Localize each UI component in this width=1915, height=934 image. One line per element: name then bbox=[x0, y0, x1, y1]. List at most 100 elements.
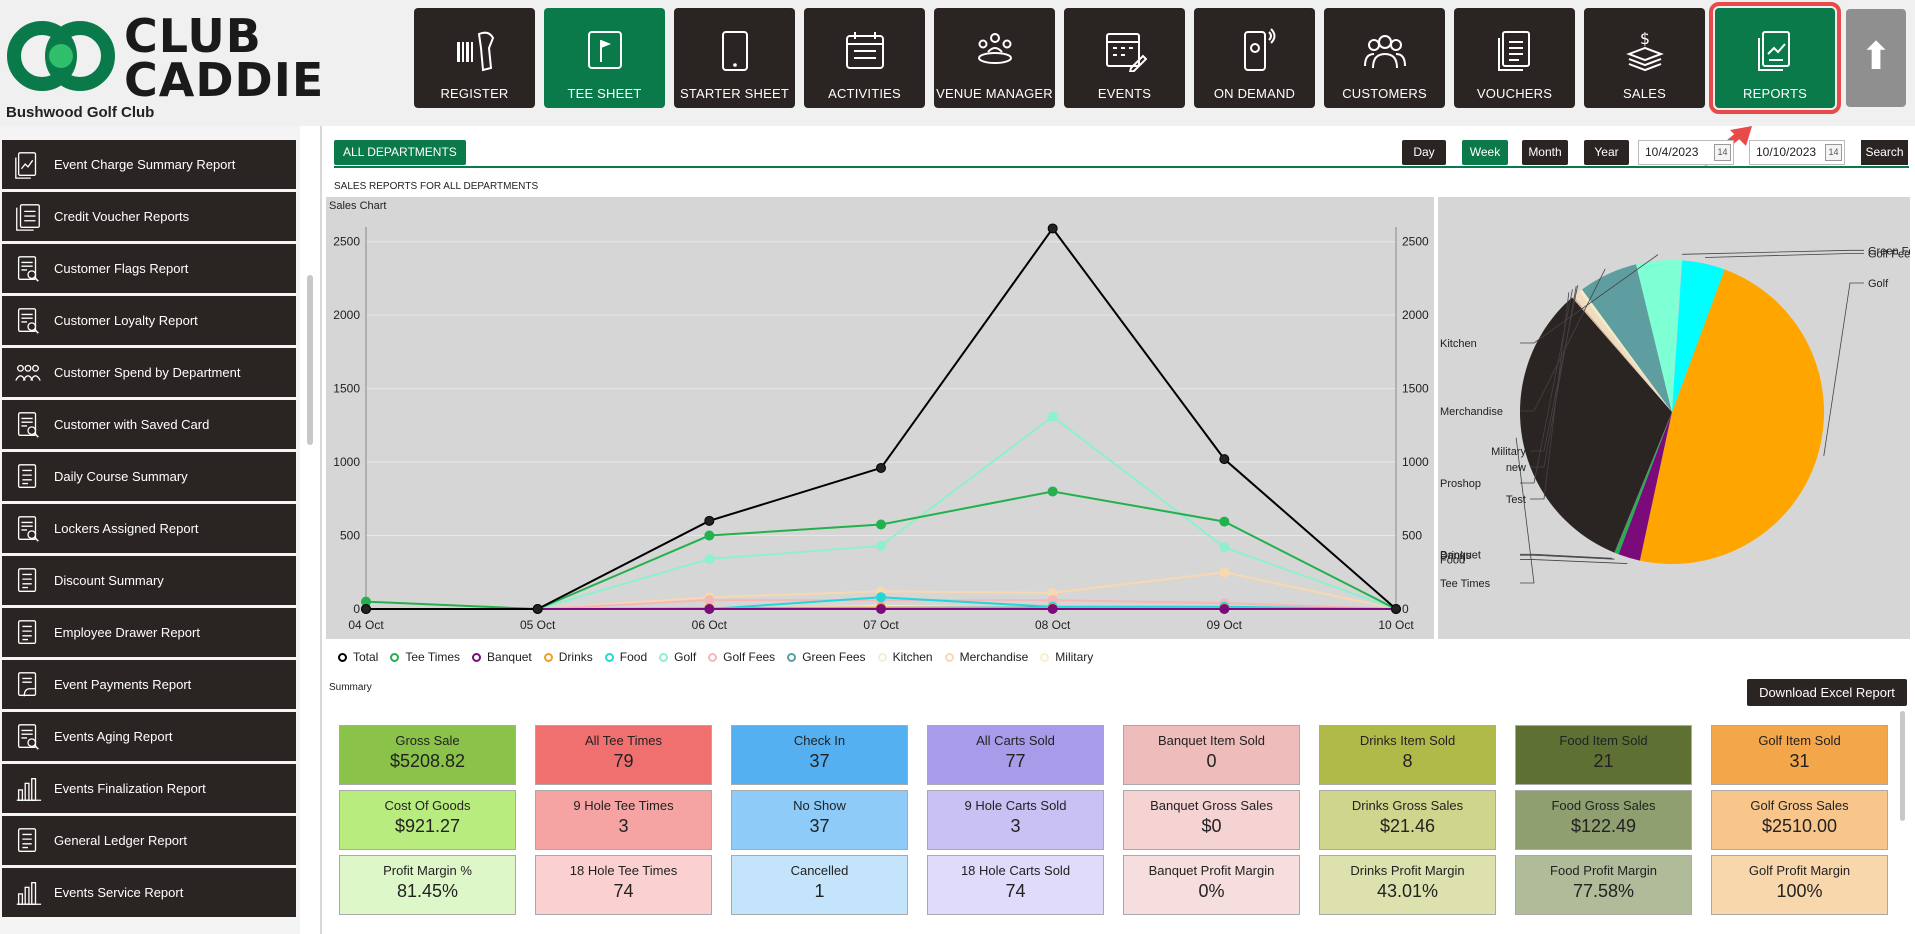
pie-leader-line bbox=[1704, 253, 1864, 258]
legend-item[interactable]: Kitchen bbox=[877, 650, 933, 664]
club-caddie-logo: CLUB CADDIE bbox=[6, 13, 323, 104]
summary-card: Profit Margin % 81.45% bbox=[339, 855, 516, 915]
legend-item[interactable]: Banquet bbox=[472, 650, 532, 664]
chart-legend: Total Tee Times Banquet Drinks Food Golf… bbox=[338, 647, 1105, 667]
summary-scrollbar[interactable] bbox=[1900, 711, 1905, 821]
report-icon bbox=[1758, 31, 1790, 71]
sidebar-item[interactable]: Customer Flags Report bbox=[2, 244, 296, 293]
summary-card-value: 81.45% bbox=[396, 881, 459, 901]
nav-register-button[interactable]: REGISTER bbox=[414, 8, 535, 108]
summary-card-title: Check In bbox=[793, 733, 846, 748]
pie-slice-drinks bbox=[1614, 412, 1672, 555]
summary-card: Gross Sale $5208.82 bbox=[339, 725, 516, 785]
calendar-icon[interactable]: 14 bbox=[1825, 144, 1842, 161]
pie-label: Golf bbox=[1868, 278, 1889, 290]
legend-marker-icon bbox=[787, 652, 797, 662]
start-date-input[interactable]: 10/4/2023 14 bbox=[1638, 140, 1734, 165]
legend-marker-icon bbox=[543, 652, 553, 662]
legend-item[interactable]: Golf bbox=[659, 650, 696, 664]
legend-item[interactable]: Tee Times bbox=[390, 650, 460, 664]
summary-card-title: 9 Hole Carts Sold bbox=[964, 798, 1067, 813]
summary-card-title: Food Profit Margin bbox=[1550, 863, 1657, 878]
sidebar-item[interactable]: Event Charge Summary Report bbox=[2, 140, 296, 189]
pie-label: Green Fees bbox=[1868, 245, 1910, 257]
legend-item[interactable]: Food bbox=[604, 650, 647, 664]
pie-slice-proshop bbox=[1573, 291, 1672, 412]
y-tick-label-right: 1000 bbox=[1402, 455, 1429, 469]
legend-item[interactable]: Drinks bbox=[543, 650, 593, 664]
pie-slice-golf bbox=[1639, 269, 1824, 564]
nav-activities-button[interactable]: ACTIVITIES bbox=[804, 8, 925, 108]
sidebar-item[interactable]: Credit Voucher Reports bbox=[2, 192, 296, 241]
end-date-input[interactable]: 10/10/2023 14 bbox=[1749, 140, 1845, 165]
sidebar-item[interactable]: General Ledger Report bbox=[2, 816, 296, 865]
chart-doc-icon bbox=[15, 151, 37, 179]
sidebar-item[interactable]: Discount Summary bbox=[2, 556, 296, 605]
report-sidebar: Event Charge Summary Report Credit Vouch… bbox=[0, 126, 300, 934]
download-excel-button[interactable]: Download Excel Report bbox=[1747, 679, 1907, 706]
sidebar-item[interactable]: Lockers Assigned Report bbox=[2, 504, 296, 553]
money-icon: $ bbox=[1625, 29, 1664, 72]
legend-marker-icon bbox=[604, 652, 614, 662]
sidebar-item[interactable]: Events Finalization Report bbox=[2, 764, 296, 813]
sidebar-item-label: Credit Voucher Reports bbox=[54, 209, 190, 224]
summary-card-value: $921.27 bbox=[394, 816, 461, 836]
sidebar-item[interactable]: Employee Drawer Report bbox=[2, 608, 296, 657]
sidebar-scrollbar[interactable] bbox=[307, 275, 313, 445]
legend-label: Green Fees bbox=[802, 650, 866, 664]
doc-search-icon bbox=[17, 723, 39, 750]
all-departments-button[interactable]: ALL DEPARTMENTS bbox=[334, 140, 466, 165]
summary-card-value: 3 bbox=[618, 816, 629, 836]
legend-item[interactable]: Military bbox=[1040, 650, 1093, 664]
series-line-total bbox=[366, 226, 1397, 610]
calendar-icon[interactable]: 14 bbox=[1714, 144, 1731, 161]
legend-marker-icon bbox=[944, 652, 954, 662]
pie-label: Kitchen bbox=[1440, 338, 1477, 350]
pie-slice-new bbox=[1579, 290, 1672, 412]
sidebar-item[interactable]: Events Aging Report bbox=[2, 712, 296, 761]
y-tick-label-right: 2000 bbox=[1402, 308, 1429, 322]
phone-icon bbox=[1243, 28, 1275, 71]
sidebar-item[interactable]: Event Payments Report bbox=[2, 660, 296, 709]
sidebar-item[interactable]: Events Service Report bbox=[2, 868, 296, 917]
range-day-button[interactable]: Day bbox=[1402, 140, 1446, 165]
pie-label: Military bbox=[1491, 446, 1526, 458]
nav-sales-button[interactable]: $ SALES bbox=[1584, 8, 1705, 108]
legend-item[interactable]: Green Fees bbox=[787, 650, 866, 664]
range-month-button[interactable]: Month bbox=[1522, 140, 1568, 165]
sidebar-item[interactable]: Customer Spend by Department bbox=[2, 348, 296, 397]
arrow-up-icon[interactable]: ⬆ bbox=[1846, 9, 1906, 107]
nav-customers-button[interactable]: CUSTOMERS bbox=[1324, 8, 1445, 108]
sidebar-item-label: Customer Loyalty Report bbox=[54, 313, 198, 328]
sidebar-item[interactable]: Daily Course Summary bbox=[2, 452, 296, 501]
nav-vouchers-button[interactable]: VOUCHERS bbox=[1454, 8, 1575, 108]
sales-pie-chart: Golf Food Drinks Banquet Tee Times Test Prosho… bbox=[1438, 197, 1915, 639]
legend-item[interactable]: Total bbox=[338, 650, 378, 664]
people-icon bbox=[15, 364, 41, 381]
data-point bbox=[1219, 542, 1230, 553]
summary-card-value: 37 bbox=[809, 816, 830, 836]
doc-search-icon bbox=[17, 515, 39, 542]
summary-card-title: Cancelled bbox=[790, 863, 849, 878]
range-week-button[interactable]: Week bbox=[1462, 140, 1508, 165]
toolbar-divider bbox=[334, 166, 1909, 168]
range-year-button[interactable]: Year bbox=[1584, 140, 1629, 165]
search-button[interactable]: Search bbox=[1861, 140, 1908, 165]
nav-label: VOUCHERS bbox=[1476, 86, 1553, 101]
users-icon bbox=[1363, 35, 1406, 69]
nav-on-demand-button[interactable]: ON DEMAND bbox=[1194, 8, 1315, 108]
nav-tee-sheet-button[interactable]: TEE SHEET bbox=[544, 8, 665, 108]
legend-item[interactable]: Golf Fees bbox=[708, 650, 775, 664]
legend-item[interactable]: Merchandise bbox=[944, 650, 1028, 664]
flag-icon bbox=[587, 31, 622, 69]
nav-reports-button[interactable]: REPORTS bbox=[1709, 2, 1841, 114]
x-tick-label: 06 Oct bbox=[692, 618, 728, 632]
nav-venue-manager-button[interactable]: VENUE MANAGER bbox=[934, 8, 1055, 108]
nav-events-button[interactable]: EVENTS bbox=[1064, 8, 1185, 108]
doc-search-icon bbox=[17, 255, 39, 282]
pie-slice-golf-fees bbox=[1672, 260, 1725, 412]
bar-chart-icon bbox=[16, 881, 42, 905]
nav-starter-sheet-button[interactable]: STARTER SHEET bbox=[674, 8, 795, 108]
sidebar-item[interactable]: Customer with Saved Card bbox=[2, 400, 296, 449]
sidebar-item[interactable]: Customer Loyalty Report bbox=[2, 296, 296, 345]
